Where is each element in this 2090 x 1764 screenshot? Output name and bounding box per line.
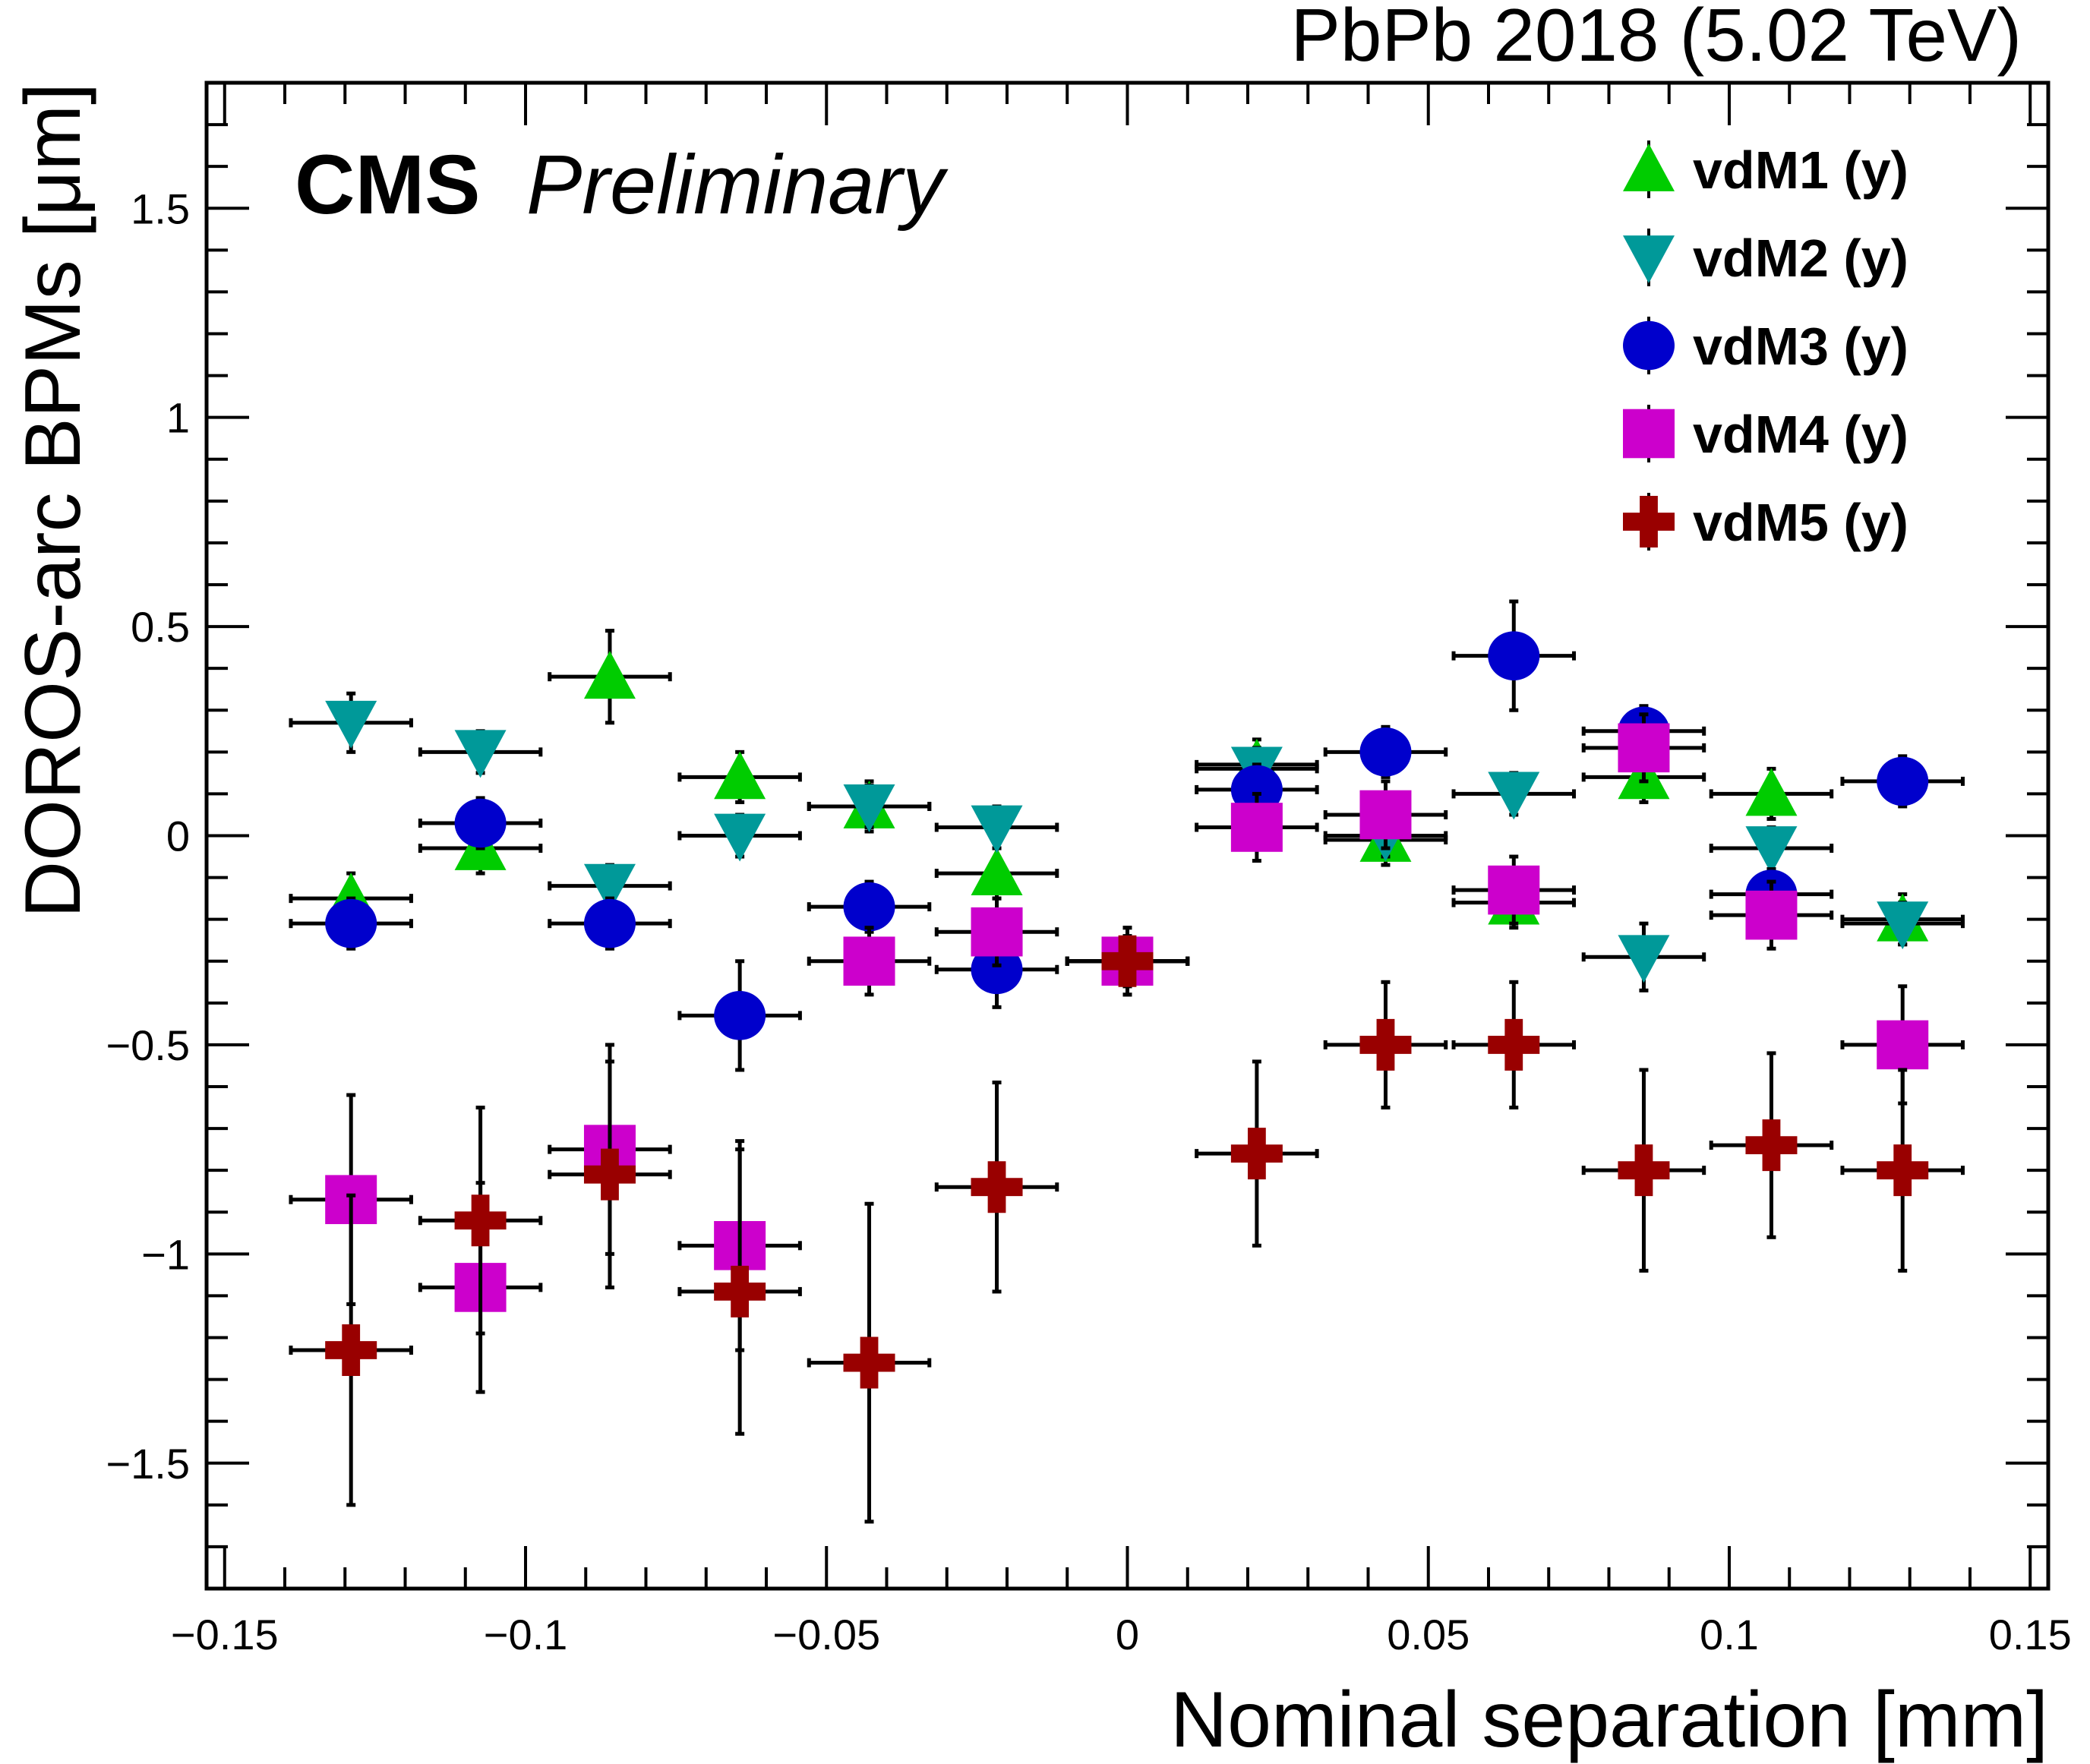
x-tick-label: 0.05 — [1387, 1611, 1470, 1658]
status-label: Preliminary — [526, 138, 949, 232]
data-point — [971, 805, 1023, 854]
data-point — [583, 863, 636, 912]
data-point — [454, 1194, 507, 1247]
y-tick-label: 1 — [166, 394, 190, 442]
data-point — [1488, 631, 1540, 680]
data-point — [325, 700, 377, 749]
series-vdm4 — [289, 712, 1965, 1394]
data-point — [843, 882, 895, 932]
data-point — [1745, 768, 1798, 816]
y-tick-label: −1 — [141, 1230, 190, 1278]
data-point — [583, 1148, 636, 1201]
data-point — [843, 784, 895, 832]
x-tick-label: −0.05 — [772, 1611, 880, 1658]
legend-label: vdM2 (y) — [1693, 229, 1908, 288]
data-point — [1877, 756, 1929, 806]
y-tick-label: 0 — [166, 813, 190, 860]
legend-marker — [1623, 409, 1675, 459]
data-point — [714, 813, 766, 862]
x-axis-label: Nominal separation [mm] — [1170, 1676, 2048, 1764]
x-tick-label: 0.15 — [1989, 1611, 2072, 1658]
data-point — [454, 730, 507, 778]
data-point — [1745, 890, 1798, 940]
x-tick-label: −0.1 — [484, 1611, 568, 1658]
axis-ticks: −0.15 −0.1 −0.05 0 0.05 0.1 0.15 −1.5 −1 −0.5 0 0.5… — [106, 81, 2072, 1658]
data-point — [583, 651, 636, 699]
data-point — [454, 798, 507, 848]
data-point — [1359, 790, 1412, 840]
legend-item: vdM5 (y) — [1623, 493, 1908, 552]
y-tick-label: 1.5 — [131, 185, 190, 232]
data-point — [1877, 901, 1929, 950]
legend-label: vdM5 (y) — [1693, 493, 1908, 552]
legend-marker — [1623, 235, 1675, 283]
legend-item: vdM2 (y) — [1623, 229, 1908, 288]
y-axis-label: DOROS-arc BPMs [μm] — [9, 83, 97, 918]
legend-item: vdM1 (y) — [1623, 140, 1908, 200]
x-tick-label: 0 — [1116, 1611, 1139, 1658]
data-point — [325, 898, 377, 948]
chart-title: PbPb 2018 (5.02 TeV) — [1290, 0, 2022, 77]
legend-item: vdM4 (y) — [1623, 405, 1908, 464]
data-point — [1618, 723, 1670, 773]
x-tick-label: 0.1 — [1700, 1611, 1759, 1658]
data-point — [1230, 765, 1283, 815]
legend-label: vdM3 (y) — [1693, 317, 1908, 376]
data-point — [843, 936, 895, 986]
data-point — [1618, 1144, 1670, 1197]
legend-label: vdM4 (y) — [1693, 405, 1908, 464]
series-vdm5 — [289, 926, 1965, 1524]
data-point — [1230, 803, 1283, 852]
data-point — [971, 907, 1023, 957]
series-vdm3 — [289, 599, 1965, 1072]
data-point — [1618, 935, 1670, 983]
data-point — [843, 1336, 895, 1389]
data-point — [971, 945, 1023, 995]
data-point — [1745, 1119, 1798, 1172]
legend-marker — [1623, 496, 1675, 548]
data-point — [325, 1324, 377, 1377]
legend: vdM1 (y) vdM2 (y) vdM3 (y) vdM4 (y) vdM5 (y) — [1623, 140, 1908, 552]
data-point — [1745, 826, 1798, 875]
data-point — [1488, 772, 1540, 820]
data-point — [714, 1265, 766, 1317]
data-point — [1359, 1018, 1412, 1071]
y-tick-label: −0.5 — [106, 1021, 190, 1069]
data-point — [971, 847, 1023, 895]
plot-area — [289, 599, 1965, 1524]
data-point — [1230, 1128, 1283, 1180]
data-point — [583, 898, 636, 948]
legend-label: vdM1 (y) — [1693, 140, 1908, 200]
x-tick-label: −0.15 — [171, 1611, 279, 1658]
data-point — [714, 991, 766, 1040]
data-point — [971, 1161, 1023, 1213]
legend-item: vdM3 (y) — [1623, 317, 1908, 376]
data-point — [1359, 727, 1412, 777]
data-point — [1877, 1020, 1929, 1070]
data-point — [1877, 1144, 1929, 1197]
data-point — [1101, 935, 1154, 987]
data-point — [1488, 865, 1540, 915]
y-tick-label: 0.5 — [131, 603, 190, 651]
legend-marker — [1623, 320, 1675, 371]
y-tick-label: −1.5 — [106, 1440, 190, 1488]
data-point — [1488, 1018, 1540, 1071]
legend-marker — [1623, 144, 1675, 191]
data-point — [714, 751, 766, 800]
experiment-label: CMS — [295, 138, 480, 232]
